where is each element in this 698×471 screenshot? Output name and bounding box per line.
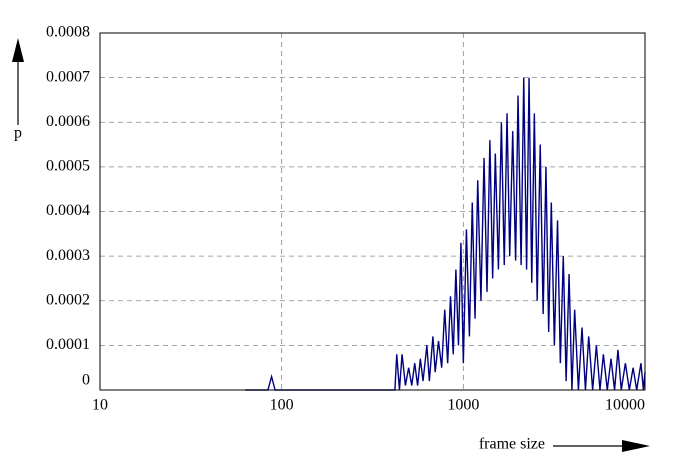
grid [99,32,646,391]
y-tick-label: 0 [82,372,90,389]
y-tick-label: 0.0007 [46,68,90,85]
x-tick-label: 10 [92,397,108,414]
x-tick-label: 10000 [605,397,645,414]
y-tick-label: 0.0008 [46,24,90,41]
y-tick-label: 0.0004 [46,202,90,219]
y-tick-label: 0.0006 [46,113,90,130]
y-tick-label: 0.0001 [46,336,90,353]
y-tick-label: 0.0005 [46,158,90,175]
x-axis-label: frame size [479,436,545,453]
data-line [245,77,646,391]
x-tick-label: 100 [270,397,294,414]
y-axis-label: p [14,125,22,142]
x-tick-label: 1000 [447,397,479,414]
x-arrow-head [622,440,650,452]
y-arrow-head [12,38,24,62]
y-tick-label: 0.0003 [46,247,90,264]
y-tick-label: 0.0002 [46,291,90,308]
plot-frame [99,32,646,391]
